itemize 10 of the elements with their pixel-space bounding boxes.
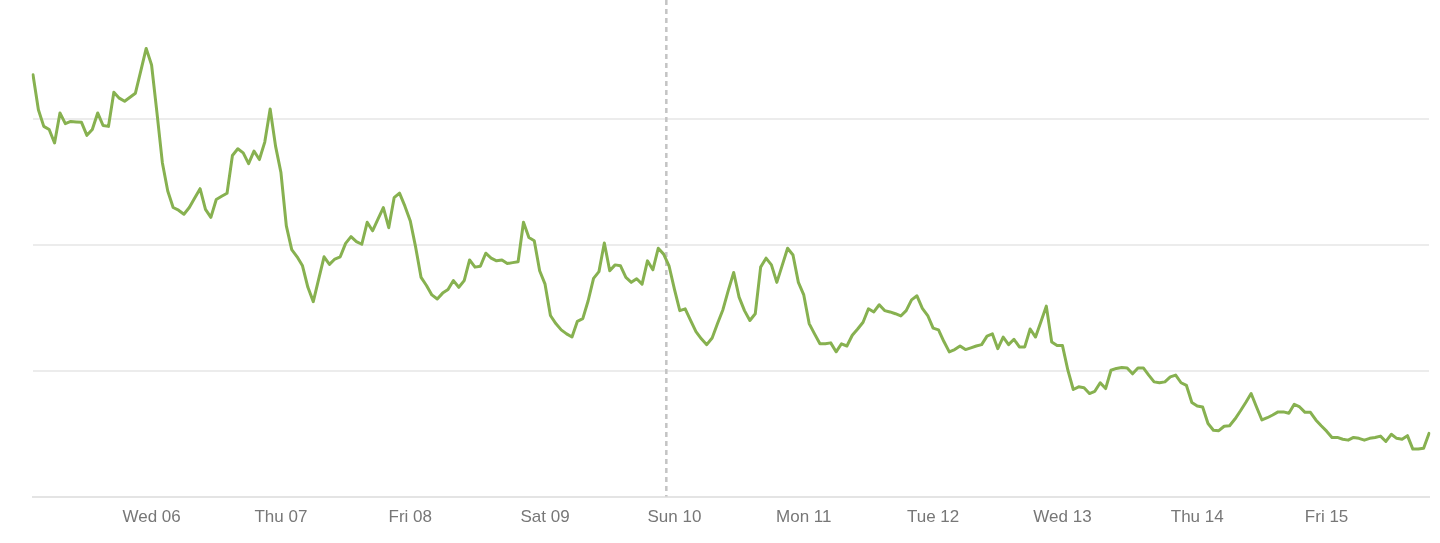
x-tick-label: Thu 14 (1170, 507, 1224, 527)
x-tick-label: Sun 10 (647, 507, 702, 527)
x-tick-label: Wed 13 (1033, 507, 1092, 527)
x-tick-label: Thu 07 (254, 507, 308, 527)
x-tick-label: Wed 06 (122, 507, 181, 527)
x-tick-label: Mon 11 (776, 507, 832, 527)
x-tick-label: Tue 12 (906, 507, 960, 527)
x-tick-label: Fri 15 (1304, 507, 1349, 527)
x-tick-label: Fri 08 (388, 507, 433, 527)
x-tick-label: Sat 09 (520, 507, 570, 527)
